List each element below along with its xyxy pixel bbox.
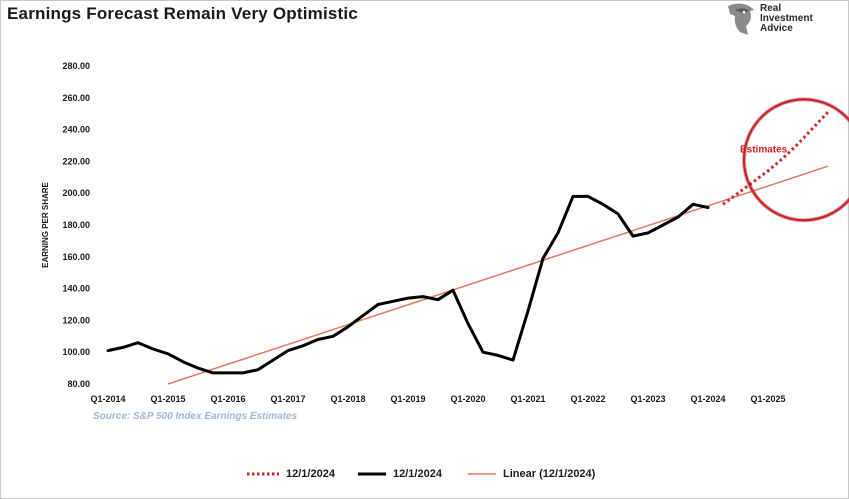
y-tick-label: 220.00 [62,156,90,166]
x-tick-label: Q1-2020 [450,394,485,404]
legend-swatch-dotted [247,472,279,476]
y-tick-label: 120.00 [62,315,90,325]
y-tick-label: 80.00 [67,379,90,389]
x-tick-label: Q1-2022 [570,394,605,404]
legend-label: 12/1/2024 [393,468,442,480]
x-tick-label: Q1-2019 [390,394,425,404]
x-tick-label: Q1-2023 [630,394,665,404]
x-tick-label: Q1-2014 [90,394,125,404]
legend-item-actual: 12/1/2024 [357,468,442,480]
logo: Real Investment Advice [726,2,836,38]
x-tick-label: Q1-2016 [210,394,245,404]
legend: 12/1/2024 12/1/2024 Linear (12/1/2024) [0,468,849,486]
y-tick-label: 280.00 [62,61,90,71]
series-line-linear [167,165,829,385]
legend-label: 12/1/2024 [286,468,335,480]
logo-line: Investment [760,13,813,24]
y-axis-label: EARNING PER SHARE [41,181,50,267]
highlight-ellipse [742,98,849,222]
legend-swatch-linear [468,473,496,475]
x-tick-label: Q1-2017 [270,394,305,404]
annotation-estimates: Estimates [740,144,788,155]
y-tick-label: 180.00 [62,220,90,230]
logo-line: Real [760,3,782,14]
chart-title: Earnings Forecast Remain Very Optimistic [7,4,358,23]
x-tick-label: Q1-2015 [150,394,185,404]
eagle-head-icon [728,3,754,35]
y-tick-label: 160.00 [62,252,90,262]
legend-item-estimates: 12/1/2024 [246,468,335,480]
highlight-ellipse-shadow [741,97,849,223]
series-line-estimates [722,111,830,206]
x-tick-label: Q1-2024 [690,394,725,404]
legend-swatch-solid [358,472,386,476]
y-tick-label: 260.00 [62,93,90,103]
series-line-actual [106,194,710,375]
legend-label: Linear (12/1/2024) [503,468,596,480]
x-tick-label: Q1-2021 [510,394,545,404]
source-note: Source: S&P 500 Index Earnings Estimates [93,411,298,422]
legend-item-linear: Linear (12/1/2024) [467,468,595,480]
x-tick-label: Q1-2025 [750,394,785,404]
y-tick-label: 240.00 [62,125,90,135]
y-tick-label: 200.00 [62,188,90,198]
y-tick-label: 140.00 [62,284,90,294]
logo-line: Advice [760,23,793,34]
y-tick-label: 100.00 [62,347,90,357]
x-tick-label: Q1-2018 [330,394,365,404]
logo-text: Real Investment Advice [760,4,813,34]
